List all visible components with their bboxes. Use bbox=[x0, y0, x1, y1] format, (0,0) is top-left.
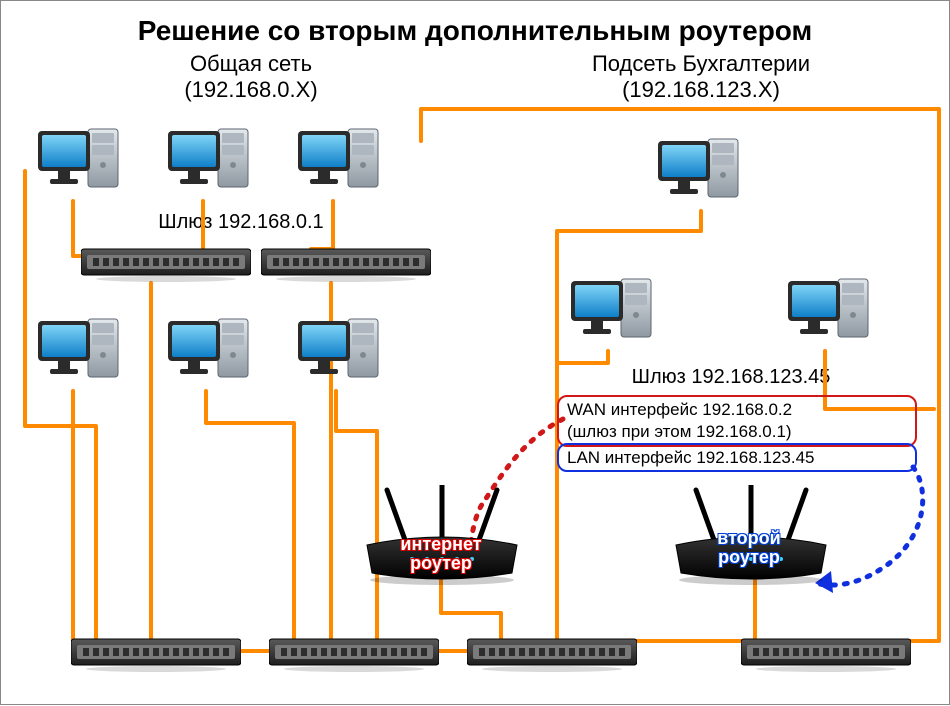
lan-line: LAN интерфейс 192.168.123.45 bbox=[567, 448, 815, 467]
pc-icon bbox=[786, 271, 876, 356]
right-network-subnet: (192.168.123.X) bbox=[622, 77, 780, 102]
switch-icon bbox=[467, 631, 637, 678]
wan-line1: WAN интерфейс 192.168.0.2 bbox=[567, 400, 792, 419]
pc-icon bbox=[36, 311, 126, 396]
pc-icon bbox=[36, 121, 126, 206]
lan-callout: LAN интерфейс 192.168.123.45 bbox=[557, 443, 917, 473]
wan-line2: (шлюз при этом 192.168.0.1) bbox=[567, 422, 792, 441]
wan-callout: WAN интерфейс 192.168.0.2 (шлюз при этом… bbox=[557, 395, 917, 447]
pc-icon bbox=[166, 121, 256, 206]
pc-icon bbox=[296, 121, 386, 206]
switch-icon bbox=[81, 241, 251, 288]
switch-icon bbox=[71, 631, 241, 678]
pc-icon bbox=[296, 311, 386, 396]
pc-icon bbox=[569, 271, 659, 356]
switch-icon bbox=[269, 631, 439, 678]
gateway-left-label: Шлюз 192.168.0.1 bbox=[101, 211, 381, 234]
right-network-heading: Подсеть Бухгалтерии (192.168.123.X) bbox=[501, 51, 901, 104]
left-network-heading: Общая сеть (192.168.0.X) bbox=[91, 51, 411, 104]
interface-callout: WAN интерфейс 192.168.0.2 (шлюз при этом… bbox=[557, 395, 917, 472]
pc-icon bbox=[166, 311, 256, 396]
page-title: Решение со вторым дополнительным роутеро… bbox=[1, 1, 949, 53]
pc-icon bbox=[656, 131, 746, 216]
second-router-label: второй роутер bbox=[689, 529, 809, 567]
left-network-name: Общая сеть bbox=[190, 51, 312, 76]
gateway-right-label: Шлюз 192.168.123.45 bbox=[561, 366, 901, 389]
internet-router-label: интернет роутер bbox=[381, 535, 501, 573]
switch-icon bbox=[741, 631, 911, 678]
right-network-name: Подсеть Бухгалтерии bbox=[592, 51, 810, 76]
left-network-subnet: (192.168.0.X) bbox=[184, 77, 317, 102]
switch-icon bbox=[261, 241, 431, 288]
